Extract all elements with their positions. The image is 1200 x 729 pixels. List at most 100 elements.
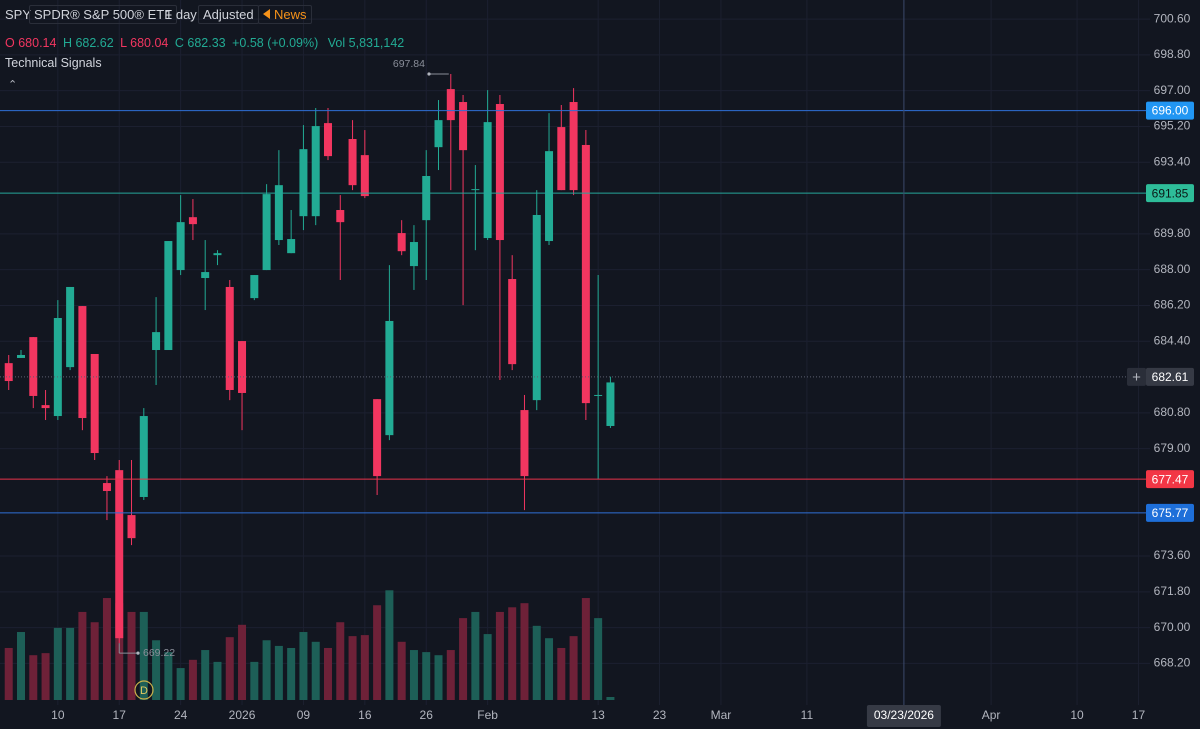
- volume-bar: [459, 618, 468, 700]
- candle-body: [66, 286, 75, 368]
- price-line-tag: [1146, 503, 1194, 522]
- x-tick-label: 26: [420, 708, 434, 722]
- candle-body: [336, 210, 345, 223]
- y-tick-label: 689.80: [1154, 226, 1191, 240]
- volume-bar: [102, 598, 111, 700]
- candle-body: [213, 253, 222, 256]
- volume-bar: [495, 611, 504, 700]
- candle-body: [373, 399, 382, 477]
- x-tick-label: Mar: [711, 708, 732, 722]
- candle-body: [557, 127, 566, 191]
- candle-body: [385, 320, 394, 436]
- y-tick-label: 693.40: [1154, 154, 1191, 168]
- x-tick-label: 10: [51, 708, 65, 722]
- y-tick-label: 700.60: [1154, 11, 1191, 25]
- candle-body: [422, 176, 431, 221]
- x-tick-label: 11: [801, 708, 814, 722]
- high-annotation-dot: [427, 72, 431, 76]
- candle-body: [152, 332, 161, 351]
- volume-bar: [53, 627, 62, 700]
- y-tick-label: 680.80: [1154, 405, 1191, 419]
- candle-body: [176, 222, 185, 271]
- symbol[interactable]: SPY: [5, 7, 32, 22]
- y-tick-label: 697.00: [1154, 83, 1191, 97]
- volume-bar: [127, 611, 136, 700]
- volume-bar: [78, 611, 87, 700]
- adjustment[interactable]: Adjusted: [198, 5, 259, 24]
- y-tick-label: 695.20: [1154, 119, 1191, 133]
- price-line-label: 675.77: [1152, 506, 1189, 520]
- volume-label: Vol: [327, 36, 346, 50]
- high-value: 682.62: [75, 36, 114, 50]
- news-button[interactable]: News: [258, 5, 312, 24]
- dividend-marker[interactable]: [134, 680, 154, 700]
- candle-body: [581, 144, 590, 404]
- low-label: L: [120, 36, 127, 50]
- volume-value: 5,831,142: [348, 36, 405, 50]
- close-value: 682.33: [187, 36, 226, 50]
- volume-bar: [557, 647, 566, 700]
- volume-bar: [139, 611, 148, 700]
- low-value: 680.04: [130, 36, 169, 50]
- plus-icon: +: [1132, 369, 1141, 386]
- candle-body: [299, 149, 308, 217]
- last-price-label: 682.61: [1152, 370, 1189, 384]
- volume-bar: [348, 636, 357, 700]
- y-tick-label: 684.40: [1154, 333, 1191, 347]
- x-tick-label: 17: [1132, 708, 1146, 722]
- crosshair-tag: [866, 705, 941, 727]
- high-annotation: 697.84: [393, 58, 425, 70]
- candle-body: [594, 394, 603, 396]
- candle-body: [434, 120, 443, 148]
- candle-body: [53, 317, 62, 417]
- x-tick-label: 13: [591, 708, 605, 722]
- volume-bar: [409, 650, 418, 700]
- candle-body: [127, 515, 136, 539]
- volume-bar: [299, 632, 308, 700]
- x-tick-label: 17: [113, 708, 127, 722]
- volume-bar: [594, 618, 603, 700]
- indicator-name[interactable]: Technical Signals: [5, 56, 102, 70]
- candle-body: [606, 382, 615, 426]
- candle-body: [274, 185, 283, 241]
- price-line-tag: [1146, 470, 1194, 489]
- candle-body: [4, 363, 13, 382]
- close-label: C: [174, 36, 184, 50]
- x-tick-label: 09: [297, 708, 311, 722]
- volume-bar: [311, 641, 320, 700]
- candle-body: [397, 233, 406, 252]
- interval[interactable]: 1 day: [165, 7, 197, 22]
- crosshair-label: 03/23/2026: [874, 708, 934, 722]
- candle-body: [16, 354, 25, 358]
- candle-body: [164, 241, 173, 351]
- volume-bar: [360, 635, 369, 700]
- plus-button[interactable]: [1127, 367, 1146, 386]
- price-line-label: 677.47: [1152, 472, 1189, 486]
- volume-bar: [29, 655, 38, 700]
- volume-bar: [508, 607, 517, 700]
- volume-bar: [152, 640, 161, 700]
- candle-body: [78, 306, 87, 419]
- change: +0.58 (+0.09%): [232, 36, 319, 50]
- candle-body: [311, 126, 320, 217]
- open-label: O: [5, 36, 15, 50]
- candle-body: [409, 242, 418, 267]
- collapse-chevron[interactable]: ⌃: [8, 79, 18, 91]
- candle-body: [115, 470, 124, 639]
- candle-body: [569, 102, 578, 191]
- news-icon: [263, 9, 270, 19]
- y-tick-label: 673.60: [1154, 548, 1191, 562]
- symbol-name[interactable]: SPDR® S&P 500® ETF: [29, 5, 178, 24]
- low-annotation-dot: [136, 651, 140, 655]
- candle-body: [520, 410, 529, 477]
- candle-body: [139, 416, 148, 497]
- x-tick-label: Apr: [982, 708, 1001, 722]
- candle-body: [545, 151, 554, 242]
- volume-bar: [188, 659, 197, 700]
- volume-bar: [4, 647, 13, 700]
- candle-body: [348, 139, 357, 186]
- price-line-tag: [1146, 184, 1194, 203]
- open-value: 680.14: [18, 36, 57, 50]
- candle-body: [508, 279, 517, 365]
